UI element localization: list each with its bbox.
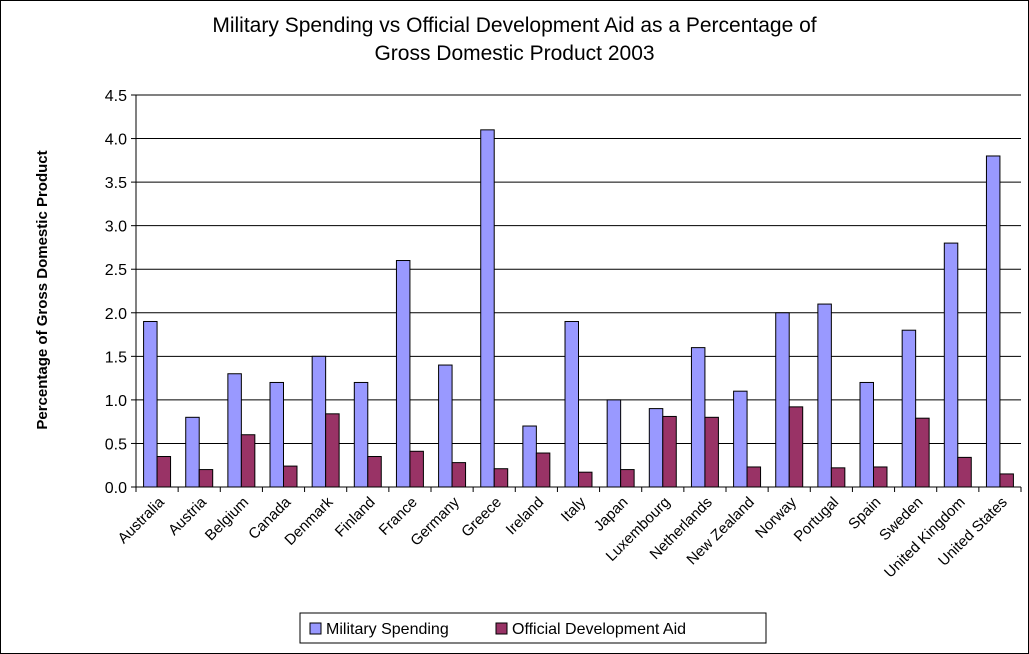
- x-tick-label: Greece: [458, 494, 505, 541]
- bar-development-aid: [367, 456, 382, 488]
- y-axis-label: Percentage of Gross Domestic Product: [34, 150, 51, 429]
- y-tick-label: 1.5: [105, 349, 127, 366]
- y-tick-label: 2.0: [105, 306, 127, 323]
- bar-military-spending: [269, 381, 284, 488]
- legend-swatch-oda: [495, 622, 508, 635]
- bar-military-spending: [395, 260, 411, 488]
- bar-development-aid: [493, 468, 509, 488]
- x-tick-label: Belgium: [202, 494, 252, 544]
- legend-label-oda: Official Development Aid: [512, 621, 686, 638]
- bars: [143, 129, 1014, 488]
- y-tick-label: 2.5: [105, 262, 127, 279]
- legend: Military Spending Official Development A…: [299, 612, 767, 644]
- y-tick-label: 1.0: [105, 393, 127, 410]
- x-tick-label: Japan: [591, 494, 632, 535]
- bar-development-aid: [535, 452, 551, 488]
- bar-development-aid: [578, 471, 593, 488]
- bar-development-aid: [240, 434, 256, 488]
- bar-development-aid: [620, 469, 635, 488]
- bar-military-spending: [859, 381, 874, 488]
- bar-military-spending: [733, 390, 748, 488]
- bar-development-aid: [830, 467, 846, 488]
- bar-development-aid: [283, 465, 298, 488]
- legend-label-military: Military Spending: [326, 621, 449, 638]
- x-tick-label: Finland: [332, 494, 379, 541]
- bar-military-spending: [901, 329, 917, 488]
- bar-military-spending: [564, 320, 579, 488]
- x-tick-label: Portugal: [791, 494, 843, 546]
- bar-development-aid: [198, 469, 214, 488]
- chart-title-line1: Military Spending vs Official Developmen…: [212, 14, 817, 37]
- y-tick-label: 3.5: [105, 175, 127, 192]
- bar-military-spending: [480, 129, 495, 488]
- bar-military-spending: [943, 242, 959, 488]
- y-tick-label: 0.0: [105, 480, 127, 497]
- bar-development-aid: [409, 450, 424, 488]
- bar-development-aid: [999, 473, 1014, 488]
- bar-development-aid: [873, 466, 888, 488]
- legend-swatch-military: [309, 622, 322, 635]
- y-tick-label: 4.0: [105, 132, 127, 149]
- legend-box: [299, 612, 767, 644]
- x-tick-label: Ireland: [503, 494, 547, 538]
- y-tick-label: 0.5: [105, 436, 127, 453]
- y-tick-label: 3.0: [105, 219, 127, 236]
- bar-development-aid: [704, 416, 719, 488]
- bar-military-spending: [775, 312, 790, 488]
- bar-development-aid: [788, 406, 804, 488]
- bar-military-spending: [185, 416, 200, 488]
- bar-military-spending: [690, 347, 706, 488]
- axes: [135, 95, 1021, 488]
- x-tick-label: Australia: [115, 493, 169, 547]
- bar-development-aid: [451, 462, 467, 488]
- bar-military-spending: [311, 355, 327, 488]
- bar-development-aid: [156, 456, 172, 488]
- bar-development-aid: [325, 413, 340, 488]
- bar-development-aid: [662, 415, 677, 488]
- bar-military-spending: [143, 320, 158, 488]
- bar-military-spending: [227, 373, 242, 488]
- x-tick-label: Spain: [845, 494, 884, 533]
- bar-military-spending: [817, 303, 832, 488]
- bar-military-spending: [985, 155, 1001, 488]
- bar-military-spending: [648, 408, 664, 488]
- y-tick-label: 4.5: [105, 88, 127, 105]
- bar-military-spending: [606, 399, 622, 488]
- bar-military-spending: [438, 364, 453, 488]
- bar-military-spending: [522, 425, 537, 488]
- x-tick-labels: AustraliaAustriaBelgiumCanadaDenmarkFinl…: [115, 493, 1011, 581]
- bar-development-aid: [915, 417, 930, 488]
- bar-development-aid: [957, 456, 972, 488]
- chart-title-line2: Gross Domestic Product 2003: [374, 42, 655, 65]
- x-tick-label: Italy: [558, 493, 590, 525]
- bar-military-spending: [353, 381, 369, 488]
- bar-development-aid: [746, 466, 762, 488]
- y-tick-labels: 0.0 0.5 1.0 1.5 2.0 2.5 3.0 3.5 4.0 4.5: [105, 88, 127, 497]
